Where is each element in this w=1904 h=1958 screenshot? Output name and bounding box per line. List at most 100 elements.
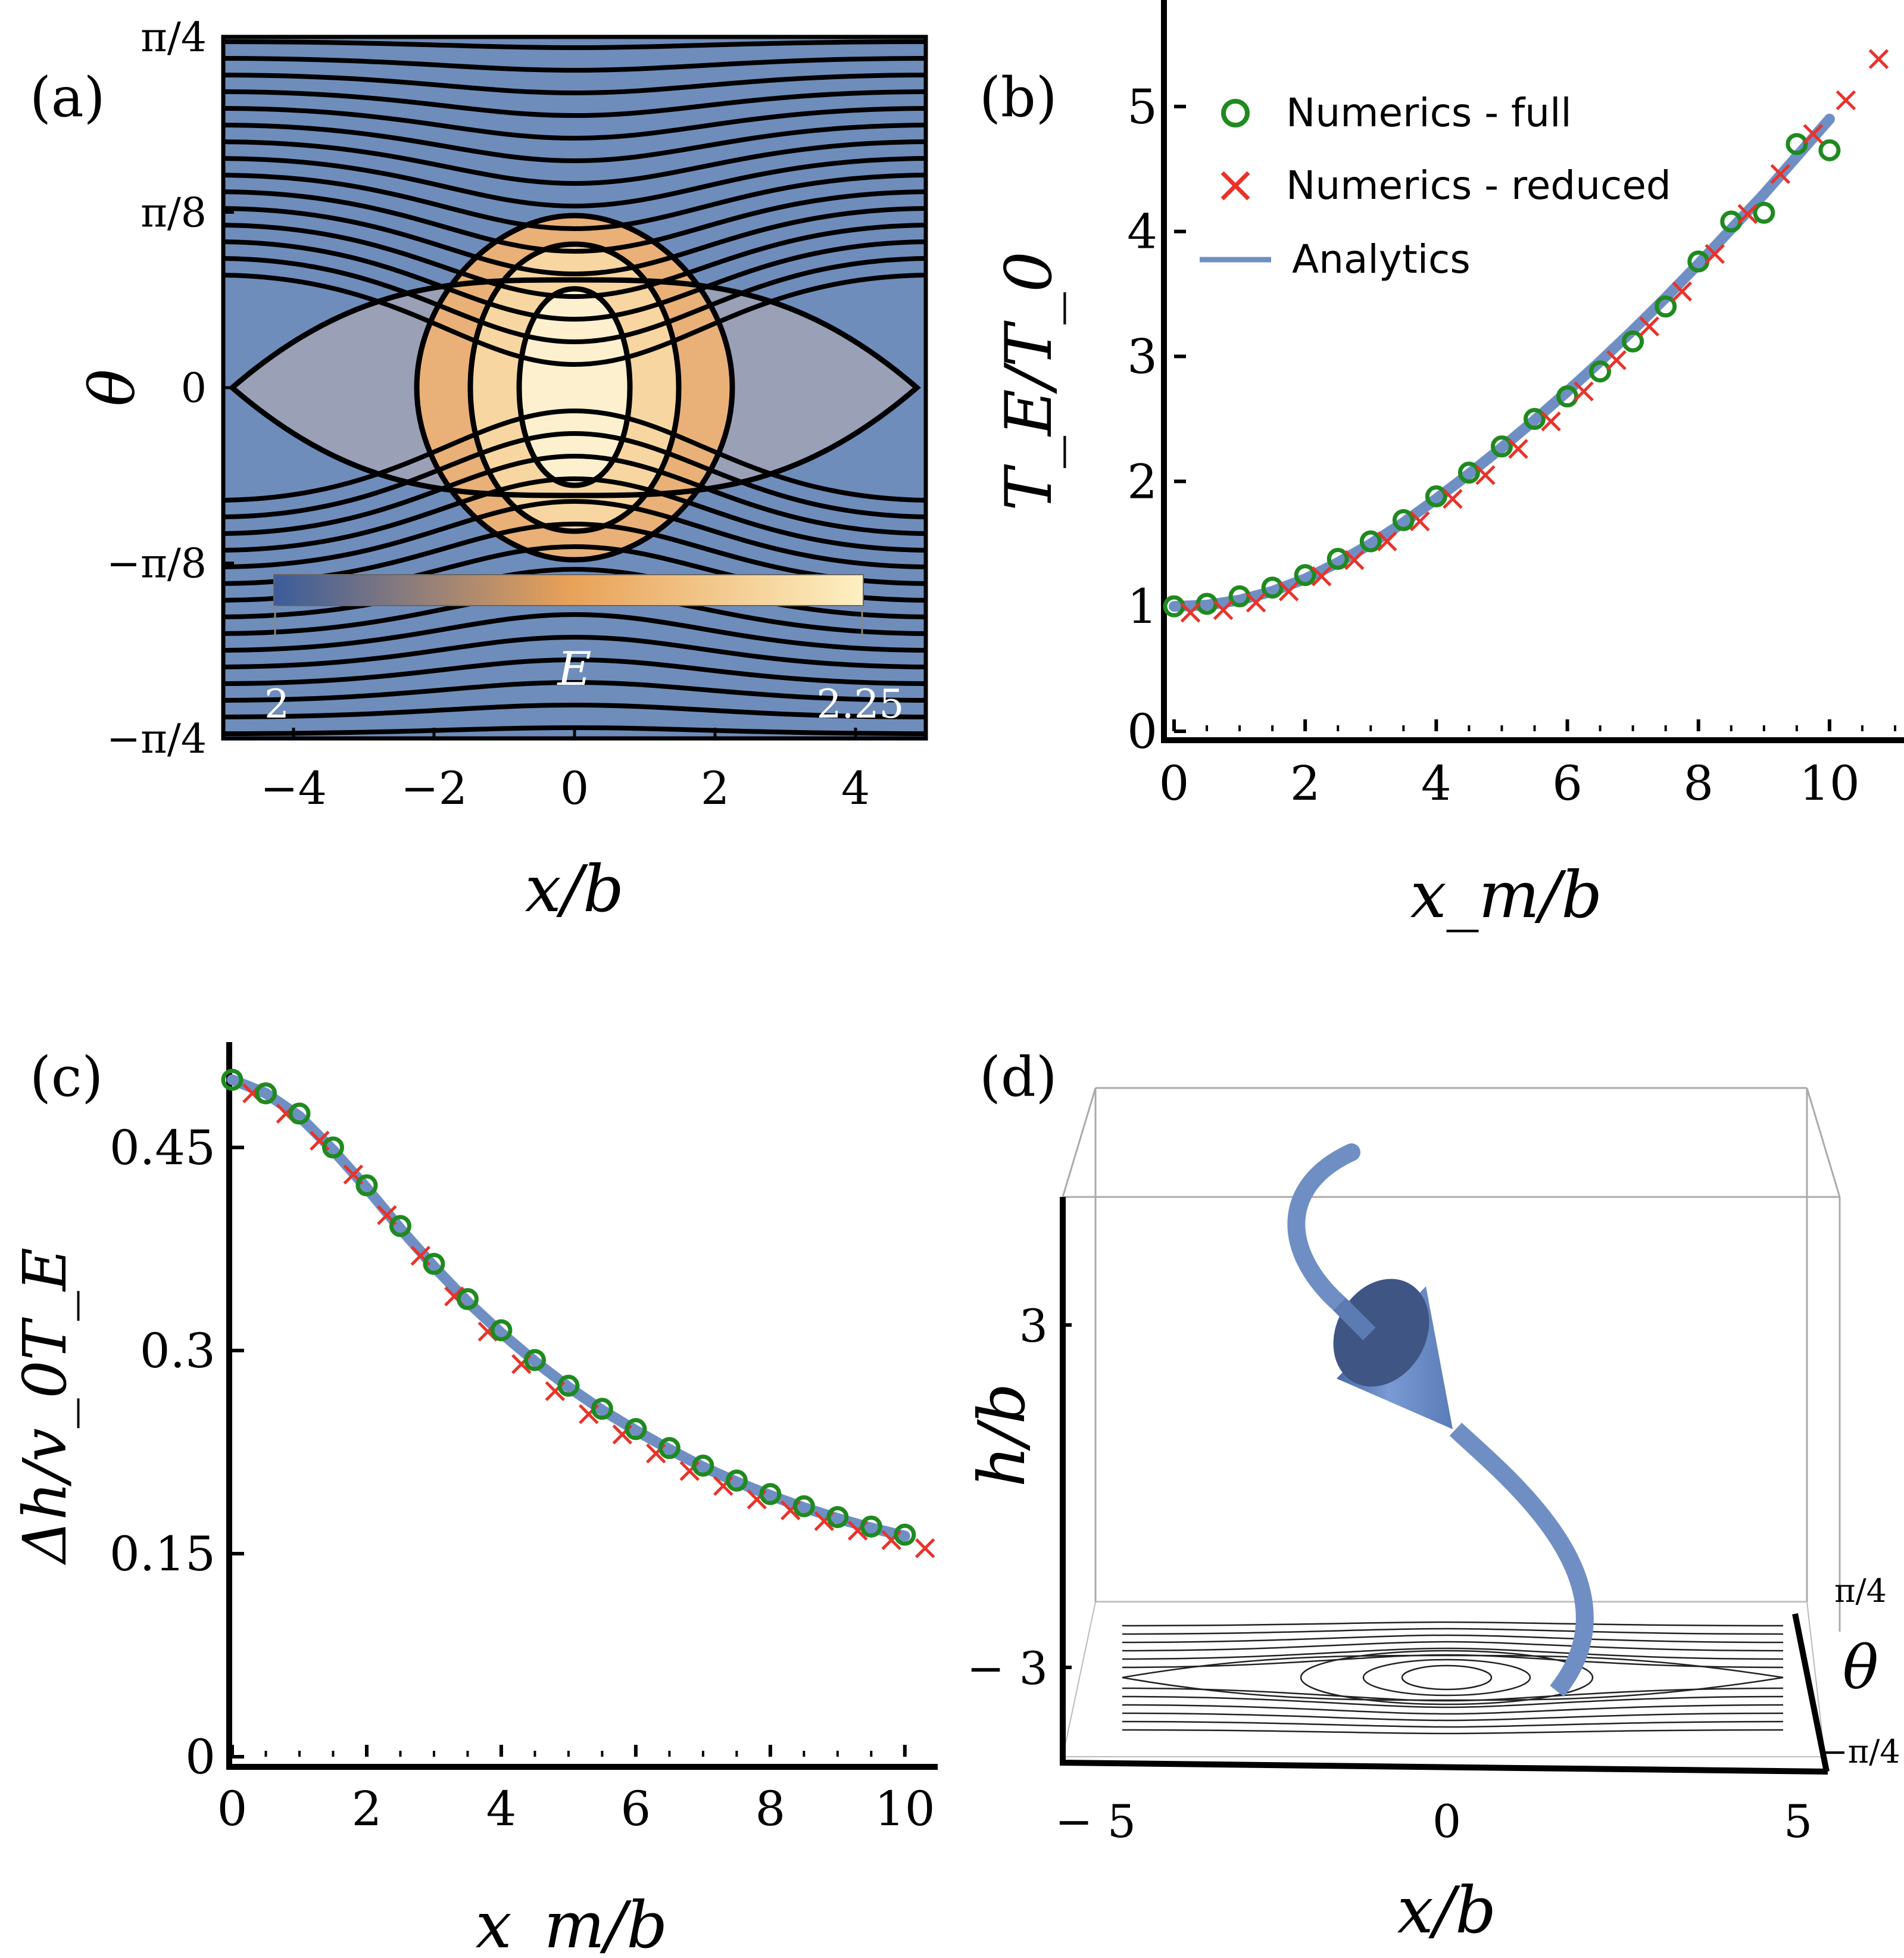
full-point [1294, 564, 1316, 587]
reduced-point-stroke [1606, 350, 1627, 370]
trajectory [1287, 1143, 1594, 1697]
reduced-point-stroke [1541, 411, 1561, 432]
panel-a-ylabel: θ [76, 369, 149, 407]
floor-contour-lower [1122, 1712, 1784, 1722]
contour-line-upper [223, 106, 926, 141]
reduced-point [1803, 124, 1824, 144]
full-point [792, 1495, 815, 1517]
y-tick-label: 0 [1127, 704, 1157, 759]
floor-contour-upper [1122, 1641, 1784, 1652]
contour-line-lower [223, 431, 926, 519]
contour-line-upper [223, 39, 926, 51]
panel-c-ylabel: Δh/v_0T_E [10, 1248, 80, 1566]
reduced-point-stroke [1246, 593, 1266, 613]
reduced-point-stroke [1311, 566, 1332, 587]
panel-d-theta-axis [1792, 1613, 1830, 1772]
full-point [1524, 407, 1546, 430]
contour-line-upper [223, 89, 926, 119]
panel-b-xlabel: x_m/b [1410, 858, 1603, 933]
reduced-point-stroke [1443, 488, 1463, 509]
floor-contours [1122, 1621, 1784, 1735]
reduced-point-stroke [1278, 581, 1299, 601]
contour-line-lower [223, 679, 926, 703]
reduced-point [1475, 465, 1496, 485]
panel-b-ylabel: T_E/T_0 [992, 251, 1066, 511]
reduced-point-stroke [1803, 124, 1824, 144]
panel-d: (d) − 5 0 5 3 − 3 π/4 −π/4 x/b h/b θ [965, 1045, 1900, 1948]
y-tick-label: 0 [181, 365, 207, 412]
x-tick-label: 4 [841, 762, 870, 815]
y-tick-label: π/4 [141, 14, 207, 61]
floor-contour-upper [1122, 1634, 1784, 1644]
reduced-point-stroke [410, 1246, 431, 1266]
panel-c-analytics-curve [227, 1074, 910, 1542]
reduced-point [1868, 49, 1889, 69]
panel-d-xlabel: x/b [1397, 1873, 1496, 1948]
contour-2-15 [414, 213, 735, 563]
full-point [860, 1515, 882, 1538]
full-point [658, 1437, 681, 1460]
reduced-point-stroke [1213, 600, 1234, 621]
trajectory-tube-lower [1449, 1423, 1594, 1697]
contour-line-lower [223, 521, 926, 586]
h-tick-label: − 3 [967, 1642, 1048, 1695]
x-tick-label: 4 [486, 1781, 516, 1837]
y-tick-label: 2 [1127, 454, 1157, 509]
panel-c: 0 2 4 6 8 10 0 0.15 0.3 0.45 (c) x_m/b Δh/v_0T_E [10, 1042, 938, 1958]
reduced-point-stroke [1836, 90, 1856, 111]
reduced-point-stroke [1705, 244, 1725, 264]
full-point [1786, 133, 1808, 155]
legend-reduced-label: Numerics - reduced [1286, 163, 1671, 208]
contour-line-upper [223, 273, 926, 367]
cone-inner-tube [1333, 1298, 1376, 1340]
contour-line-upper [223, 173, 926, 232]
contour-line-lower [223, 612, 926, 653]
panel-c-label: (c) [30, 1045, 103, 1109]
full-point [1457, 462, 1480, 484]
x-tick-label: 8 [1683, 756, 1713, 811]
contour-2-2 [467, 241, 682, 534]
full-point [322, 1136, 344, 1159]
panel-a-xlabel: x/b [525, 852, 624, 927]
reduced-point-stroke [1475, 465, 1496, 485]
reduced-point [1770, 164, 1791, 184]
colorbar-label: E [557, 643, 592, 696]
contour-line-upper [223, 189, 926, 254]
legend-reduced-marker [1221, 171, 1250, 201]
full-point [1589, 360, 1612, 383]
full-point [725, 1469, 748, 1492]
contour-line-upper [223, 56, 926, 73]
floor-contour-upper [1122, 1647, 1784, 1660]
contour-line-lower [223, 657, 926, 686]
theta-tick-label: π/4 [1834, 1572, 1887, 1610]
contour-line-lower [223, 453, 926, 536]
full-point [1392, 509, 1415, 531]
contour-line-upper [223, 123, 926, 164]
x-tick-label: 0 [560, 762, 589, 815]
reduced-point-stroke [1672, 281, 1692, 302]
y-tick-label: 0.3 [140, 1323, 216, 1379]
legend-analytics-label: Analytics [1292, 236, 1471, 282]
floor-contour-upper [1122, 1627, 1784, 1635]
colorbar [273, 574, 864, 606]
floor-contour-upper [1122, 1621, 1784, 1627]
reduced-point-stroke [1770, 164, 1791, 184]
contour-line-upper [223, 206, 926, 277]
x-tick-label: −4 [260, 762, 327, 815]
panel-a-y-ticks: −π/4 −π/8 0 π/8 π/4 [107, 14, 234, 763]
y-tick-label: 3 [1127, 329, 1157, 385]
y-tick-label: 1 [1127, 579, 1157, 634]
y-tick-label: 4 [1127, 204, 1157, 260]
floor-contour-lower [1122, 1695, 1784, 1708]
panel-b-label: (b) [979, 66, 1057, 129]
floor-contour-lower [1122, 1704, 1784, 1715]
x-tick-label: −2 [401, 762, 467, 815]
x-tick-label: 4 [1421, 756, 1452, 811]
full-point [355, 1174, 378, 1197]
x-tick-label: 6 [1552, 756, 1582, 811]
x-tick-label: 8 [755, 1781, 785, 1837]
colorbar-min-label: 2 [264, 681, 289, 727]
reduced-point-stroke [1508, 439, 1528, 459]
reduced-point-stroke [1180, 602, 1201, 623]
